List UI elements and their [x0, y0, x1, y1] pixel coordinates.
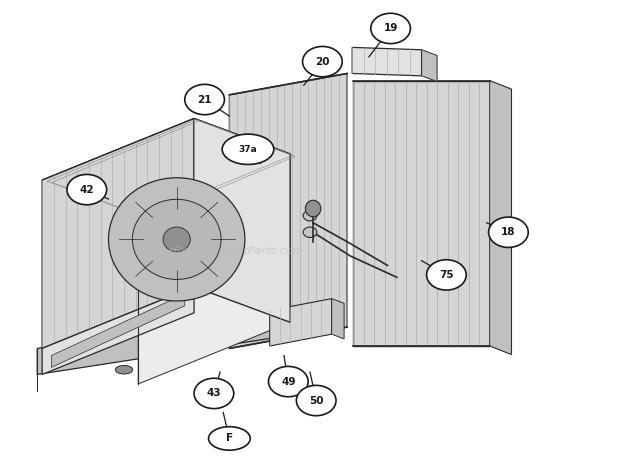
Polygon shape: [42, 118, 194, 348]
Polygon shape: [490, 81, 511, 355]
Text: 21: 21: [197, 94, 212, 105]
Polygon shape: [51, 294, 185, 367]
Ellipse shape: [108, 178, 245, 301]
Text: F: F: [226, 433, 233, 444]
Ellipse shape: [163, 227, 190, 252]
Polygon shape: [270, 299, 332, 346]
Text: 49: 49: [281, 376, 296, 387]
Ellipse shape: [132, 200, 221, 280]
Polygon shape: [138, 154, 290, 384]
Ellipse shape: [115, 365, 133, 374]
Ellipse shape: [371, 13, 410, 44]
Text: 37a: 37a: [239, 145, 257, 154]
Ellipse shape: [194, 378, 234, 409]
Polygon shape: [332, 299, 344, 339]
Text: 75: 75: [439, 270, 454, 280]
Ellipse shape: [303, 210, 317, 221]
Polygon shape: [37, 308, 298, 374]
Polygon shape: [422, 50, 437, 82]
Ellipse shape: [185, 84, 224, 115]
Ellipse shape: [67, 174, 107, 205]
Ellipse shape: [208, 427, 250, 450]
Ellipse shape: [306, 200, 321, 217]
Ellipse shape: [268, 366, 308, 397]
Ellipse shape: [489, 217, 528, 247]
Text: 42: 42: [79, 184, 94, 195]
Ellipse shape: [303, 227, 317, 237]
Polygon shape: [353, 81, 490, 346]
Polygon shape: [352, 47, 422, 76]
Ellipse shape: [296, 385, 336, 416]
Text: eReplacementParts.com: eReplacementParts.com: [167, 246, 304, 256]
Polygon shape: [42, 287, 194, 374]
Polygon shape: [42, 118, 290, 216]
Ellipse shape: [303, 46, 342, 77]
Text: 19: 19: [383, 23, 398, 34]
Ellipse shape: [222, 134, 274, 164]
Polygon shape: [42, 118, 290, 216]
Polygon shape: [194, 118, 290, 322]
Polygon shape: [229, 73, 347, 348]
Ellipse shape: [427, 260, 466, 290]
Text: 43: 43: [206, 388, 221, 399]
Text: 18: 18: [501, 227, 516, 237]
Text: 20: 20: [315, 56, 330, 67]
Text: 50: 50: [309, 395, 324, 406]
